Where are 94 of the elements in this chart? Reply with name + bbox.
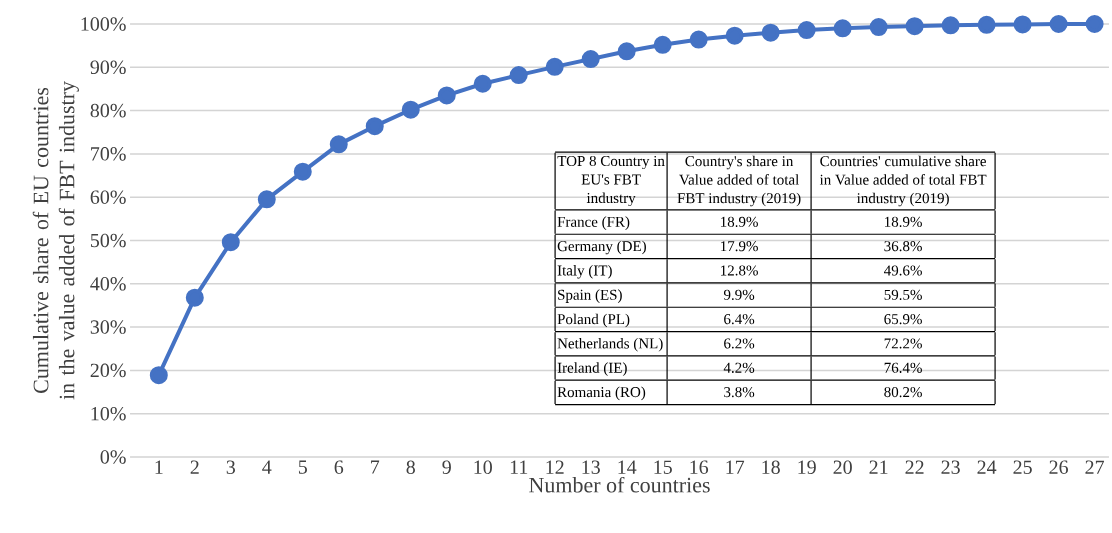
- y-tick-label: 40%: [90, 277, 126, 291]
- y-tick-label: 70%: [91, 147, 126, 161]
- annotation: TOP 8 Country in EU's FBT industry: [557, 155, 665, 207]
- point: [1085, 15, 1104, 33]
- x-tick-label: 22: [905, 460, 924, 474]
- annotation: 18.9%: [885, 216, 922, 227]
- point: [833, 19, 852, 38]
- annotation: 6.2%: [724, 338, 755, 349]
- x-tick-label: 16: [690, 460, 709, 474]
- y-tick-label: 50%: [90, 233, 126, 248]
- point: [653, 35, 672, 54]
- point: [977, 15, 996, 34]
- point: [293, 162, 312, 181]
- x-tick-label: 7: [371, 460, 380, 474]
- y-tick-label: 20%: [90, 363, 126, 378]
- x-tick-label: 27: [1085, 460, 1105, 474]
- point: [437, 86, 456, 105]
- x-tick-label: 1: [155, 460, 163, 474]
- annotation: 65.9%: [884, 314, 922, 325]
- annotation: Germany (DE): [557, 240, 646, 255]
- annotation: France (FR): [557, 216, 630, 230]
- annotation: 17.9%: [721, 241, 758, 252]
- annotation: Italy (IT): [557, 264, 612, 279]
- x-tick-label: 10: [474, 460, 492, 475]
- annotation: 49.6%: [884, 265, 922, 276]
- x-tick-label: 5: [298, 460, 307, 474]
- point: [941, 16, 960, 35]
- point: [725, 26, 744, 45]
- x-tick-label: 17: [726, 460, 745, 474]
- x-tick-label: 11: [510, 460, 528, 474]
- annotation: 80.2%: [884, 387, 922, 398]
- point: [689, 30, 708, 49]
- point: [221, 233, 240, 252]
- point: [797, 21, 816, 40]
- point: [545, 57, 564, 76]
- y-tick-label: 100%: [81, 17, 126, 31]
- annotation: 76.4%: [884, 362, 922, 373]
- annotation: 72.2%: [884, 338, 922, 349]
- point: [365, 117, 384, 136]
- annotation: Romania (RO): [557, 386, 646, 401]
- x-tick-label: 15: [654, 460, 672, 474]
- annotation: 4.2%: [723, 362, 755, 373]
- x-tick-label: 19: [798, 460, 816, 474]
- x-tick-label: 9: [442, 460, 451, 474]
- x-tick-label: 4: [262, 460, 272, 474]
- annotation: Poland (PL): [557, 313, 630, 328]
- annotation: Netherlands (NL): [557, 337, 663, 352]
- annotation: 9.9%: [723, 289, 755, 300]
- y-axis-title: Cumulative share of EU countries in the value added of FBT industry: [32, 81, 79, 400]
- point: [473, 74, 492, 93]
- x-tick-label: 3: [226, 460, 236, 474]
- x-tick-label: 23: [941, 460, 960, 474]
- point: [1049, 15, 1068, 33]
- point: [869, 18, 888, 37]
- annotation: 3.8%: [724, 387, 755, 398]
- y-tick-label: 10%: [91, 406, 126, 421]
- point: [185, 288, 204, 307]
- annotation: Countries' cumulative share in Value added of total FBT industry (2019): [819, 155, 987, 207]
- x-tick-label: 12: [546, 460, 564, 474]
- annotation: 12.8%: [721, 265, 758, 276]
- x-tick-label: 13: [582, 460, 600, 474]
- annotation: Country's share in Value added of total FBT industry (2019): [677, 155, 801, 207]
- x-tick-label: 21: [869, 460, 888, 474]
- x-tick-label: 14: [618, 460, 637, 474]
- x-tick-label: 18: [762, 460, 780, 475]
- point: [329, 135, 348, 154]
- x-tick-label: 6: [334, 460, 344, 474]
- point: [1013, 15, 1032, 34]
- point: [617, 42, 636, 61]
- annotation: Ireland (IE): [557, 362, 627, 376]
- point: [761, 23, 780, 42]
- x-tick-label: 20: [833, 460, 852, 475]
- annotation: 36.8%: [884, 241, 922, 252]
- y-tick-label: 0%: [100, 450, 126, 464]
- point: [401, 100, 420, 119]
- x-tick-label: 25: [1013, 460, 1032, 474]
- point: [905, 17, 924, 36]
- x-tick-label: 8: [406, 460, 415, 475]
- x-tick-label: 24: [977, 460, 997, 474]
- point: [581, 50, 600, 69]
- point: [509, 66, 528, 85]
- annotation: 6.4%: [724, 314, 755, 325]
- point: [257, 190, 276, 209]
- y-tick-label: 80%: [90, 103, 126, 118]
- annotation: 59.5%: [884, 289, 922, 300]
- annotation: 18.9%: [721, 216, 758, 227]
- x-axis-title: Number of countries: [529, 476, 710, 493]
- x-tick-label: 2: [190, 460, 199, 474]
- x-tick-label: 26: [1049, 460, 1069, 474]
- y-tick-label: 30%: [90, 320, 126, 334]
- annotation: Spain (ES): [558, 289, 622, 303]
- y-tick-label: 90%: [90, 60, 126, 75]
- y-tick-label: 60%: [90, 190, 126, 204]
- point: [149, 366, 168, 385]
